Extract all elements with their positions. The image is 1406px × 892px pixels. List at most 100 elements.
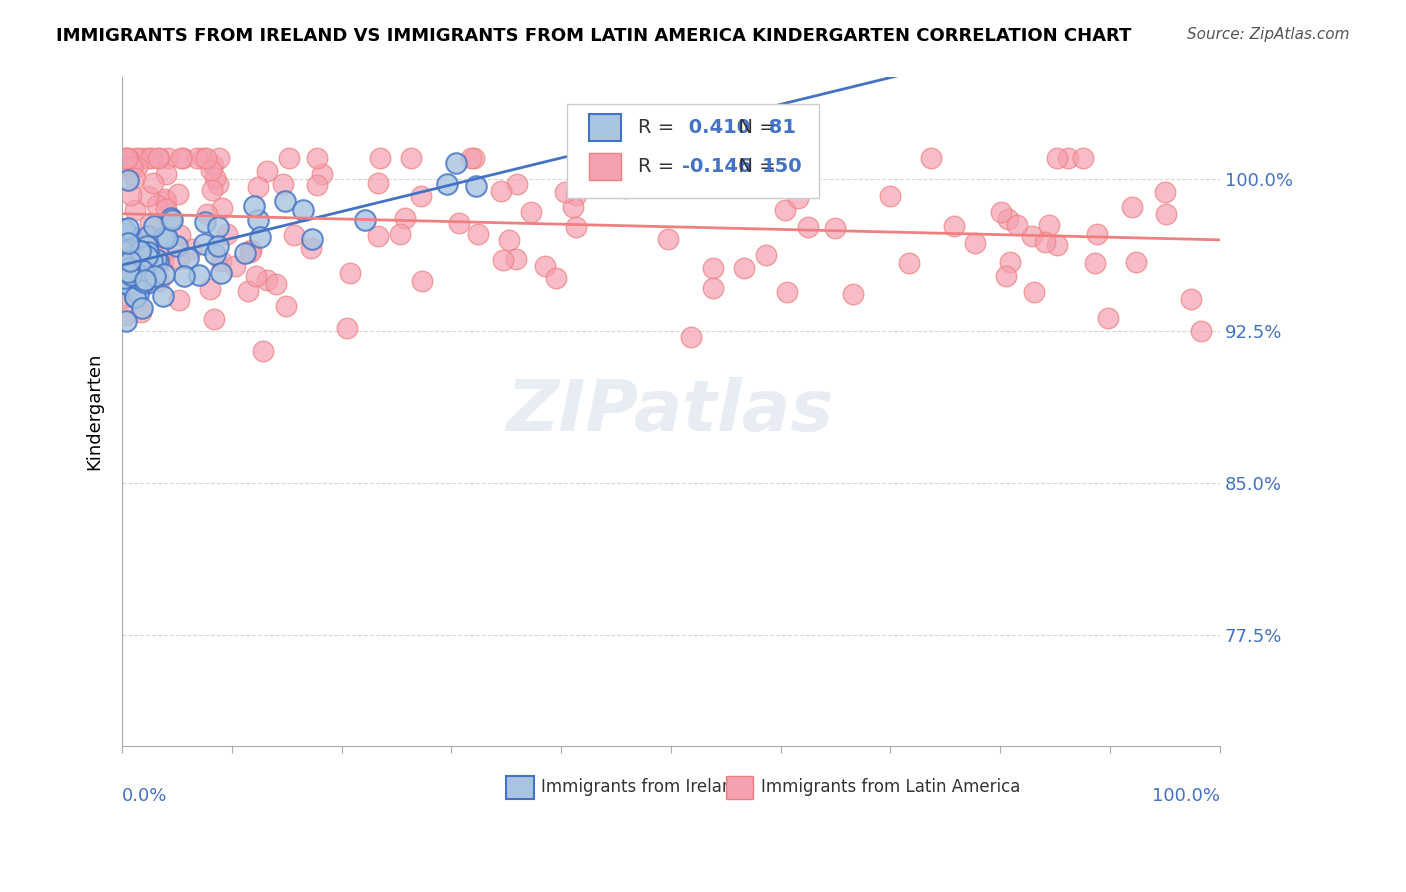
Point bbox=[155, 167, 177, 181]
Point bbox=[1180, 293, 1202, 307]
Text: Immigrants from Ireland: Immigrants from Ireland bbox=[541, 779, 744, 797]
Text: Source: ZipAtlas.com: Source: ZipAtlas.com bbox=[1187, 27, 1350, 42]
Point bbox=[195, 207, 218, 221]
Point bbox=[409, 189, 432, 203]
Point bbox=[142, 219, 165, 234]
Point bbox=[519, 205, 541, 219]
Point bbox=[744, 152, 766, 166]
Point bbox=[207, 239, 229, 253]
Point bbox=[246, 179, 269, 194]
Point bbox=[447, 216, 470, 230]
Point bbox=[492, 252, 515, 267]
Point bbox=[112, 244, 135, 258]
Point bbox=[152, 245, 174, 260]
Point bbox=[117, 265, 139, 279]
Point bbox=[111, 232, 134, 246]
Point bbox=[111, 265, 134, 279]
Point bbox=[117, 277, 139, 291]
Point bbox=[167, 252, 190, 267]
Point bbox=[117, 152, 139, 166]
Point bbox=[115, 308, 138, 322]
Point bbox=[125, 160, 148, 174]
Point bbox=[131, 253, 153, 268]
Point bbox=[702, 281, 724, 295]
Point bbox=[136, 229, 159, 244]
Point bbox=[436, 177, 458, 191]
FancyBboxPatch shape bbox=[589, 153, 621, 179]
Point bbox=[411, 274, 433, 288]
FancyBboxPatch shape bbox=[589, 114, 621, 141]
Point bbox=[114, 264, 136, 278]
Point bbox=[153, 192, 176, 206]
Point bbox=[160, 211, 183, 225]
Point bbox=[112, 271, 135, 285]
Point bbox=[637, 172, 659, 186]
Point bbox=[111, 159, 134, 173]
Point bbox=[198, 282, 221, 296]
Point bbox=[117, 246, 139, 260]
Point bbox=[491, 184, 513, 198]
Point bbox=[141, 152, 163, 166]
Point bbox=[200, 163, 222, 178]
Point bbox=[125, 152, 148, 166]
Point bbox=[155, 194, 177, 208]
Text: IMMIGRANTS FROM IRELAND VS IMMIGRANTS FROM LATIN AMERICA KINDERGARTEN CORRELATIO: IMMIGRANTS FROM IRELAND VS IMMIGRANTS FR… bbox=[56, 27, 1132, 45]
Point bbox=[920, 152, 942, 166]
Point bbox=[148, 253, 170, 268]
Point bbox=[1033, 235, 1056, 249]
Point bbox=[167, 293, 190, 308]
Point bbox=[153, 267, 176, 281]
Point bbox=[145, 252, 167, 266]
Point bbox=[467, 227, 489, 241]
Point bbox=[394, 211, 416, 226]
Point bbox=[201, 158, 224, 172]
Point bbox=[1021, 228, 1043, 243]
Point bbox=[301, 232, 323, 246]
Point bbox=[460, 152, 482, 166]
Point bbox=[247, 213, 270, 227]
Point bbox=[186, 152, 208, 166]
Point bbox=[1022, 285, 1045, 299]
Point bbox=[173, 268, 195, 283]
Text: 100.0%: 100.0% bbox=[1152, 787, 1220, 805]
Point bbox=[143, 269, 166, 284]
Point bbox=[132, 275, 155, 289]
Point bbox=[136, 261, 159, 276]
Point bbox=[117, 220, 139, 235]
Point bbox=[243, 198, 266, 212]
Point bbox=[117, 160, 139, 174]
Point bbox=[124, 273, 146, 287]
Point bbox=[131, 262, 153, 277]
Point bbox=[733, 260, 755, 275]
Point bbox=[145, 198, 167, 212]
Point bbox=[118, 260, 141, 275]
Point bbox=[1121, 200, 1143, 214]
Point bbox=[167, 187, 190, 202]
Point bbox=[277, 152, 299, 166]
Point bbox=[115, 152, 138, 166]
Point bbox=[115, 277, 138, 291]
Text: ZIPatlas: ZIPatlas bbox=[508, 377, 835, 446]
Point bbox=[943, 219, 966, 234]
Point bbox=[776, 285, 799, 299]
Point bbox=[129, 244, 152, 258]
Point bbox=[965, 236, 987, 251]
Point bbox=[141, 254, 163, 268]
Point bbox=[129, 244, 152, 259]
Point bbox=[121, 228, 143, 243]
Point bbox=[554, 185, 576, 199]
Point bbox=[127, 239, 149, 253]
Point bbox=[121, 267, 143, 281]
Point bbox=[162, 213, 184, 227]
Point bbox=[146, 152, 169, 166]
Point bbox=[118, 254, 141, 268]
Point bbox=[155, 202, 177, 217]
Point bbox=[339, 267, 361, 281]
Point bbox=[112, 247, 135, 261]
Point bbox=[787, 191, 810, 205]
Point bbox=[591, 152, 613, 166]
Text: R =: R = bbox=[638, 157, 681, 176]
Point bbox=[115, 247, 138, 261]
Point bbox=[879, 188, 901, 202]
Text: N =: N = bbox=[725, 118, 782, 137]
